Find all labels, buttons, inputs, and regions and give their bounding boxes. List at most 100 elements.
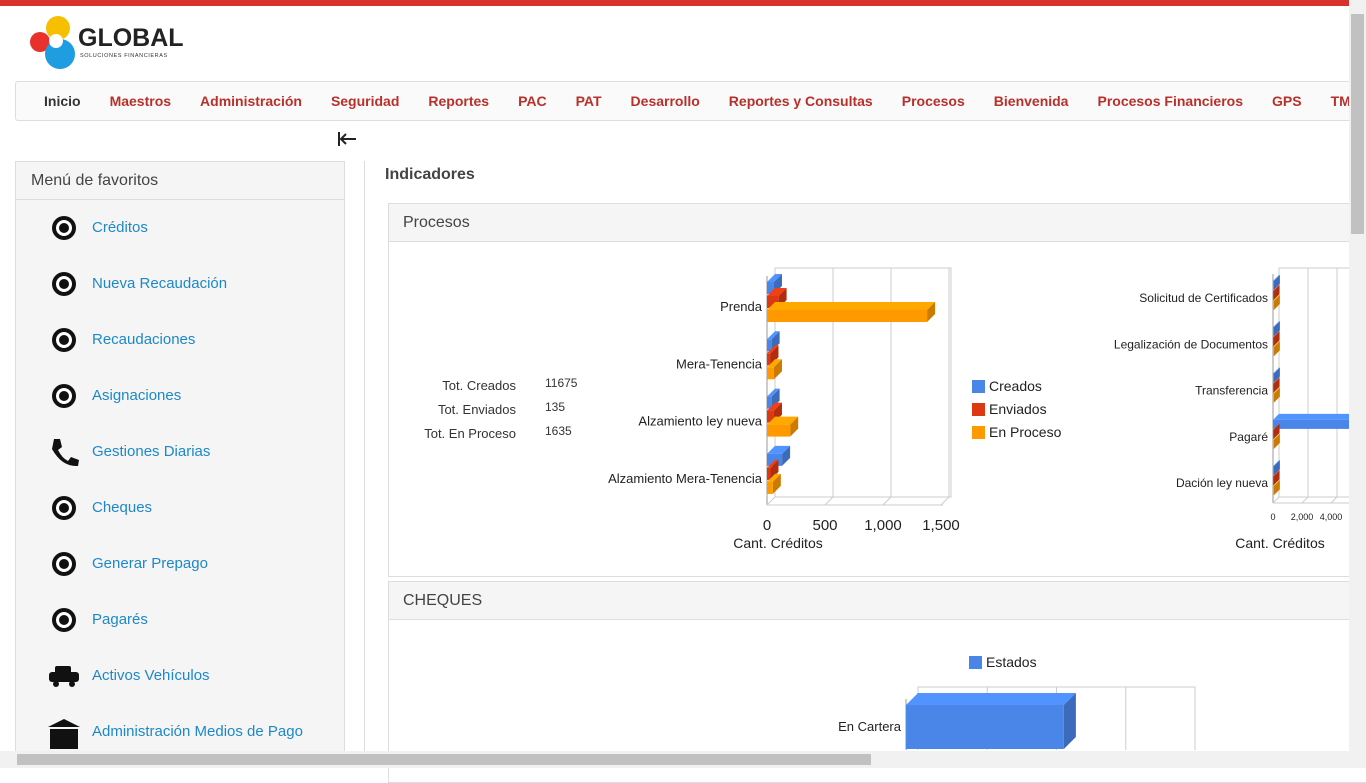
grid-floor (940, 496, 950, 506)
bar (767, 424, 791, 437)
bar-side (790, 416, 799, 437)
page-title: Indicadores (385, 166, 475, 183)
total-value: 135 (545, 400, 566, 414)
bar-side (1273, 423, 1280, 439)
bar-side (1273, 341, 1280, 357)
bar (1273, 476, 1274, 486)
horizontal-scrollbar[interactable] (0, 751, 1366, 768)
legend-label: Enviados (989, 401, 1047, 417)
favorite-icon[interactable] (46, 491, 82, 527)
nav-item[interactable]: Inicio (44, 93, 81, 109)
bar-top (767, 473, 781, 482)
bar-top (1273, 460, 1280, 467)
x-tick-label: 1,000 (864, 517, 902, 534)
bar (1273, 466, 1274, 476)
bar-side (927, 302, 936, 322)
favorite-icon[interactable] (46, 659, 82, 695)
chart-group: En Cartera (838, 686, 1196, 750)
favorite-link[interactable]: Pagarés (92, 611, 148, 628)
bar-top (1273, 413, 1349, 420)
category-label: Solicitud de Certificados (1139, 291, 1268, 305)
nav-item[interactable]: Reportes y Consultas (728, 93, 873, 109)
bar (767, 396, 772, 409)
bar-side (1273, 367, 1280, 383)
favorites-title: Menú de favoritos (16, 162, 344, 200)
charts: 0 500 1,000 1,500 Prenda Mera-Tenencia Alzamie… (608, 267, 1349, 750)
nav-item[interactable]: Desarrollo (630, 93, 700, 109)
bar (767, 410, 774, 423)
nav-item[interactable]: GPS (1272, 93, 1302, 109)
bar-side (1273, 480, 1280, 496)
bar-top (767, 402, 782, 411)
favorite-link[interactable]: Activos Vehículos (92, 667, 210, 684)
nav-item[interactable]: Seguridad (330, 93, 400, 109)
favorite-icon[interactable] (46, 267, 82, 303)
bar-top (767, 288, 787, 296)
category-label: Dación ley nueva (1176, 476, 1268, 490)
legend-swatch (972, 380, 985, 393)
bar-side (1273, 285, 1280, 300)
nav-bar: Inicio Maestros Administración Seguridad Rep… (15, 81, 1349, 121)
bar-top (1273, 321, 1280, 328)
nav-item[interactable]: PAC (518, 93, 547, 109)
bar-top (1273, 423, 1280, 430)
bar (767, 310, 928, 322)
legend-swatch (972, 403, 985, 416)
nav-item[interactable]: Bienvenida (993, 93, 1069, 109)
legend-swatch (972, 426, 985, 439)
grid-floor (766, 496, 776, 506)
bar-top (767, 459, 779, 468)
favorite-link[interactable]: Administración Medios de Pago (92, 723, 303, 740)
category-label: Prenda (720, 299, 763, 314)
bar-top (767, 445, 791, 454)
favorite-link[interactable]: Nueva Recaudación (92, 275, 228, 292)
bar-side (1273, 321, 1280, 337)
nav-item[interactable]: Administración (200, 93, 302, 109)
nav-item[interactable]: Maestros (109, 93, 172, 109)
total-value: 1635 (545, 424, 572, 438)
favorite-link[interactable]: Asignaciones (92, 387, 182, 404)
bar-side (1273, 295, 1280, 310)
vertical-scrollbar[interactable] (1349, 0, 1366, 751)
favorite-icon[interactable] (46, 379, 82, 415)
bar-side (1273, 387, 1280, 403)
nav-item[interactable]: Procesos (901, 93, 965, 109)
favorite-icon[interactable] (46, 435, 82, 471)
bar (1273, 347, 1274, 357)
bar (1273, 373, 1274, 383)
favorite-icon[interactable] (46, 211, 82, 247)
favorite-icon[interactable] (46, 603, 82, 639)
bar-top (1273, 367, 1280, 374)
bar (767, 481, 773, 494)
logo-tagline: SOLUCIONES FINANCIERAS (80, 53, 168, 59)
bar (767, 367, 774, 380)
nav-item[interactable]: PAT (575, 93, 602, 109)
bar-side (1273, 377, 1280, 393)
collapse-icon[interactable] (337, 131, 359, 147)
nav-item[interactable]: Procesos Financieros (1097, 93, 1243, 109)
favorite-icon[interactable] (46, 323, 82, 359)
bar-top (906, 693, 1076, 705)
favorite-link[interactable]: Cheques (92, 499, 153, 516)
total-label: Tot. Creados (442, 378, 516, 393)
favorite-link[interactable]: Recaudaciones (92, 331, 196, 348)
bar-side (772, 473, 781, 494)
nav-item[interactable]: TMC (1330, 93, 1349, 109)
favorite-link[interactable]: Gestiones Diarias (92, 443, 211, 460)
nav-item[interactable]: Reportes (428, 93, 490, 109)
bar-top (1273, 341, 1280, 348)
category-label: Alzamiento Mera-Tenencia (608, 471, 763, 486)
favorite-link[interactable]: Generar Prepago (92, 555, 208, 572)
favorite-icon[interactable] (46, 715, 82, 751)
bar-top (767, 345, 779, 354)
bar (1273, 486, 1274, 496)
grid-floor (882, 496, 892, 506)
x-tick-label: 0 (1270, 512, 1275, 522)
favorite-link[interactable]: Créditos (92, 219, 148, 236)
bar-side (770, 345, 779, 366)
x-axis-title: Cant. Créditos (733, 535, 822, 551)
bar-top (1273, 275, 1280, 281)
top-bar (0, 0, 1366, 6)
favorite-icon[interactable] (46, 547, 82, 583)
